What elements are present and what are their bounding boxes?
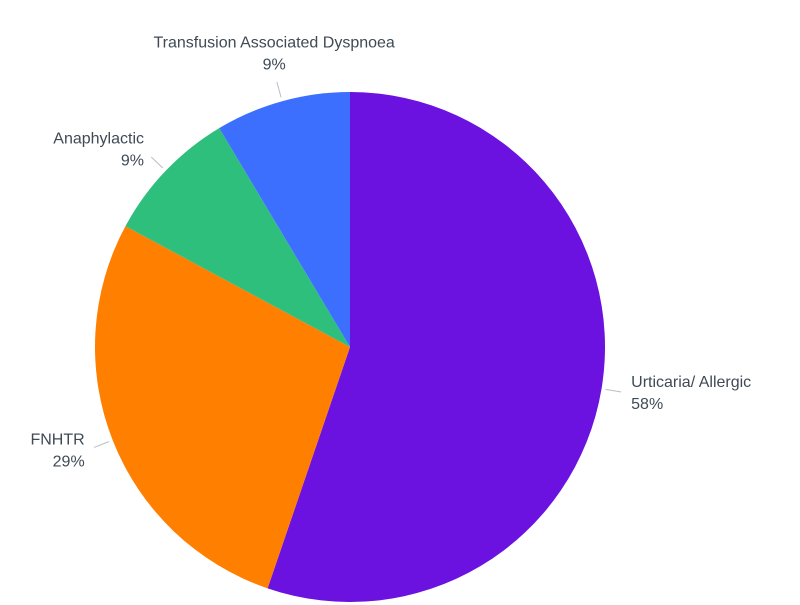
slice-value-label: 58% [631,396,663,413]
leader-line [150,156,164,169]
pie-slice [125,128,350,347]
leader-line [276,81,282,98]
slice-label: Anaphylactic [53,130,144,147]
pie-slice [95,226,350,589]
leader-line [93,441,110,448]
slice-label: Urticaria/ Allergic [631,374,751,391]
slice-label: FNHTR [30,431,84,448]
slice-label: Transfusion Associated Dyspnoea [154,34,395,51]
leader-line [605,388,622,393]
slice-value-label: 9% [263,56,286,73]
slice-value-label: 29% [53,453,85,470]
pie-slice [219,92,350,347]
pie-slice [267,92,605,602]
slice-value-label: 9% [121,152,144,169]
